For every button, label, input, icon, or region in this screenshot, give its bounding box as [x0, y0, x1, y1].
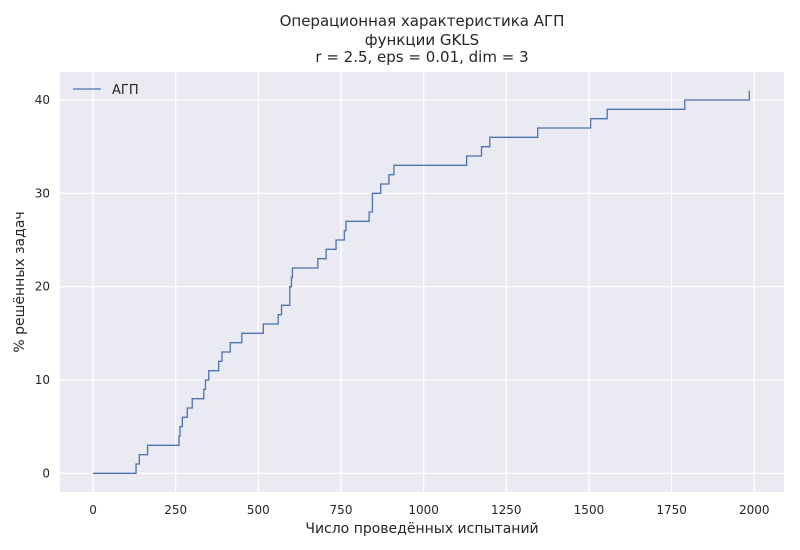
- y-tick-label: 30: [35, 186, 50, 200]
- x-tick-label: 500: [247, 503, 270, 517]
- chart-title-line-1: Операционная характеристика АГП: [280, 12, 565, 30]
- x-axis-label: Число проведённых испытаний: [305, 521, 538, 537]
- x-tick-label: 1750: [656, 503, 687, 517]
- x-tick-label: 2000: [739, 503, 770, 517]
- legend-label-agp: АГП: [112, 83, 139, 98]
- y-axis-label: % решённых задач: [12, 211, 28, 352]
- y-tick-label: 10: [35, 373, 50, 387]
- chart-title-line-2: функции GKLS: [365, 31, 479, 49]
- y-tick-label: 0: [42, 466, 50, 480]
- series-line-0: [93, 90, 750, 474]
- grid: [60, 72, 784, 492]
- tick-labels: 0 250 500 750 1000 1250 1500 1750 2000 0 10 20 30 40: [35, 93, 770, 517]
- x-tick-label: 250: [164, 503, 187, 517]
- x-tick-label: 1250: [491, 503, 522, 517]
- plot-area: [60, 72, 784, 492]
- x-tick-label: 0: [89, 503, 97, 517]
- x-tick-label: 1500: [574, 503, 605, 517]
- legend: АГП: [73, 83, 139, 98]
- x-tick-label: 1000: [408, 503, 439, 517]
- chart-title-line-3: r = 2.5, eps = 0.01, dim = 3: [315, 48, 528, 66]
- x-tick-label: 750: [330, 503, 353, 517]
- y-tick-label: 20: [35, 280, 50, 294]
- series-layer: [93, 90, 750, 474]
- y-tick-label: 40: [35, 93, 50, 107]
